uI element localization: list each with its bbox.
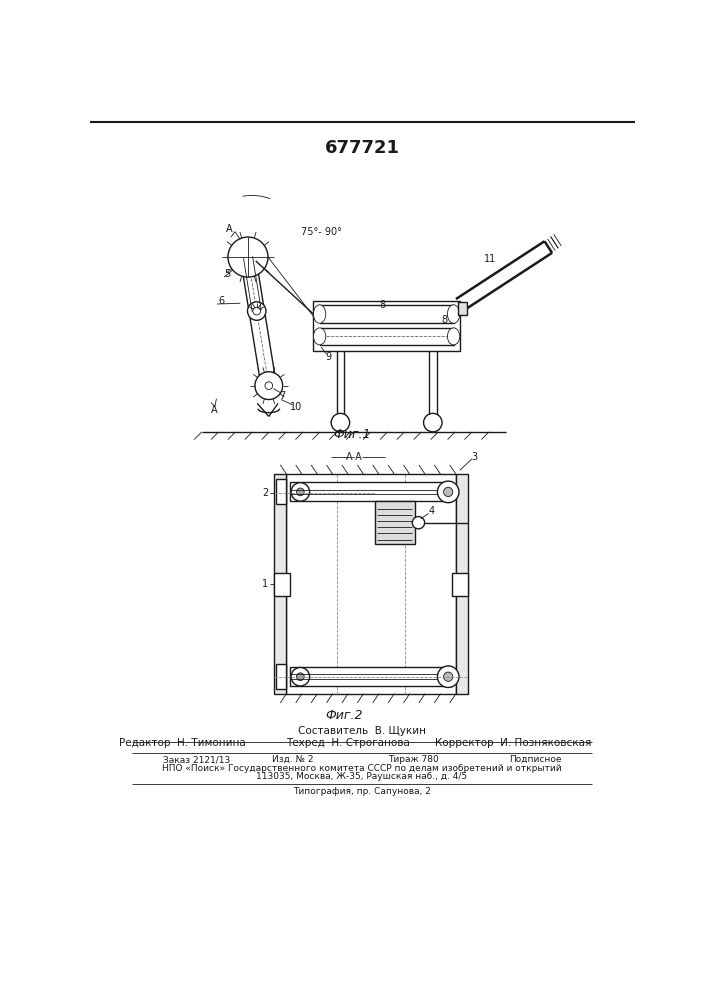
Bar — [276, 479, 286, 504]
Text: А: А — [226, 224, 233, 234]
Text: 9: 9 — [326, 352, 332, 362]
Circle shape — [291, 483, 310, 501]
Circle shape — [228, 237, 268, 277]
Text: Фиг.2: Фиг.2 — [325, 709, 363, 722]
Bar — [375, 501, 414, 544]
Circle shape — [255, 372, 283, 400]
Circle shape — [296, 488, 304, 496]
Circle shape — [438, 481, 459, 503]
Circle shape — [443, 672, 452, 681]
Text: 113035, Москва, Ж-35, Раушская наб., д. 4/5: 113035, Москва, Ж-35, Раушская наб., д. … — [257, 772, 467, 781]
Bar — [313, 301, 460, 351]
Bar — [320, 305, 454, 323]
Text: 2: 2 — [262, 488, 268, 498]
Bar — [456, 474, 468, 694]
Text: Подписное: Подписное — [509, 755, 561, 764]
Circle shape — [331, 413, 350, 432]
Bar — [276, 664, 286, 689]
Circle shape — [296, 673, 304, 681]
Circle shape — [291, 667, 310, 686]
Circle shape — [438, 666, 459, 687]
Bar — [458, 302, 467, 315]
Text: НПО «Поиск» Государственного комитета СССР по делам изобретений и открытий: НПО «Поиск» Государственного комитета СС… — [162, 764, 562, 773]
Bar — [274, 573, 291, 596]
Bar — [291, 667, 452, 686]
Text: 1: 1 — [262, 579, 268, 589]
Text: Редактор  Н. Тимонина: Редактор Н. Тимонина — [119, 738, 246, 748]
Circle shape — [412, 517, 425, 529]
Text: 5: 5 — [224, 269, 230, 279]
Circle shape — [423, 413, 442, 432]
Text: 3: 3 — [472, 452, 477, 462]
Text: 10: 10 — [290, 402, 302, 412]
Circle shape — [265, 382, 273, 389]
Text: Составитель  В. Щукин: Составитель В. Щукин — [298, 726, 426, 736]
Ellipse shape — [448, 305, 460, 323]
Text: 7: 7 — [279, 391, 286, 401]
Bar — [274, 474, 286, 694]
Text: Изд. № 2: Изд. № 2 — [272, 755, 313, 764]
Circle shape — [253, 307, 261, 315]
Text: Заказ 2121/13: Заказ 2121/13 — [163, 755, 230, 764]
Text: А-А: А-А — [346, 452, 363, 462]
Ellipse shape — [313, 305, 326, 323]
Text: Тираж 780: Тираж 780 — [388, 755, 439, 764]
Circle shape — [247, 302, 266, 320]
Text: 677721: 677721 — [325, 139, 399, 157]
Ellipse shape — [313, 328, 326, 345]
Circle shape — [443, 487, 452, 497]
Text: Типография, пр. Сапунова, 2: Типография, пр. Сапунова, 2 — [293, 787, 431, 796]
Text: Техред  Н. Строганова: Техред Н. Строганова — [286, 738, 410, 748]
Text: 4: 4 — [428, 506, 435, 516]
Bar — [320, 328, 454, 345]
Bar — [291, 482, 452, 501]
Text: А: А — [211, 405, 218, 415]
Text: 8: 8 — [441, 315, 448, 325]
Bar — [286, 474, 456, 694]
Bar — [452, 573, 468, 596]
Ellipse shape — [448, 328, 460, 345]
Text: Фиг.1: Фиг.1 — [333, 428, 370, 441]
Text: Корректор  И. Позняковская: Корректор И. Позняковская — [436, 738, 592, 748]
Text: 6: 6 — [218, 296, 224, 306]
Text: 11: 11 — [484, 254, 496, 264]
Text: 8: 8 — [380, 300, 386, 310]
Text: 75°- 90°: 75°- 90° — [300, 227, 341, 237]
